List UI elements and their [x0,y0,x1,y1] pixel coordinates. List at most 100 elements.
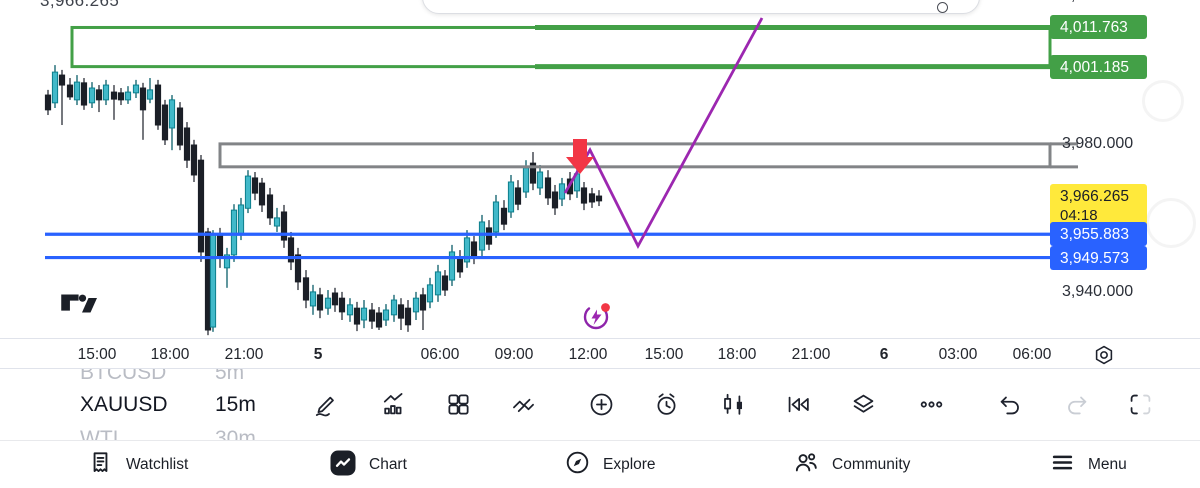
chart-icon [330,450,356,481]
menu-hamburger-icon [1050,450,1075,480]
candle-body [404,307,412,326]
add-object-button[interactable] [580,383,622,425]
candle-body [197,159,205,253]
indicators-button[interactable] [372,383,414,425]
add-object-icon [590,393,612,415]
nav-community[interactable]: Community [793,441,910,488]
interval-label: 30m [215,427,256,440]
flash-spark-icon[interactable] [581,300,613,332]
candle-body [73,81,81,101]
interval-label: 15m [215,393,256,416]
layout-grid-icon [447,393,469,415]
candle-body [316,294,324,311]
redo-button[interactable] [1056,383,1098,425]
chart-canvas[interactable]: 3,966.265 4,020.0003,980.0003,940.0004,0… [0,0,1200,338]
symbol-picker-current[interactable]: XAUUSD 15m [80,393,330,417]
candle-body [110,91,118,100]
candle-body [216,234,224,259]
nav-label: Menu [1088,456,1127,473]
time-axis-label: 15:00 [644,346,684,363]
community-people-icon [793,450,819,480]
chart-type-button[interactable] [712,383,754,425]
candle-body [368,309,376,322]
candle-body [80,82,88,106]
candle-body [507,181,515,213]
floating-handle-lower[interactable] [1146,198,1196,248]
line-tools-icon [512,398,534,412]
candle-body [280,211,288,241]
candle-body [302,277,310,301]
nav-label: Watchlist [126,456,189,473]
draw-button[interactable] [304,383,346,425]
time-axis[interactable]: 15:00 18:00 21:00 5 06:00 09:00 12:00 15:00 18:0… [0,338,1200,369]
candle-body [544,177,552,199]
time-axis-label: 06:00 [420,346,460,363]
axis-settings-gear-icon[interactable] [1092,343,1116,367]
line-tools-button[interactable] [502,383,544,425]
nav-label: Explore [603,456,656,473]
time-axis-label: 18:00 [717,346,757,363]
alert-button[interactable] [645,383,687,425]
time-axis-label: 18:00 [150,346,190,363]
candle-body [58,74,66,86]
candle-body [258,182,266,206]
candle-body [273,217,281,227]
candle-body [441,275,449,291]
object-tree-button[interactable] [842,383,884,425]
nav-chart[interactable]: Chart [330,441,407,488]
nav-watchlist[interactable]: Watchlist [88,441,188,488]
symbol-label: BTCUSD [80,369,167,384]
candle-body [522,167,530,193]
candle-body [478,221,486,251]
nav-explore[interactable]: Explore [565,441,656,488]
candle-body [146,89,154,100]
candle-body [331,292,339,306]
candle-body [434,271,442,296]
candle-body [294,254,302,283]
price-chart[interactable] [0,0,1200,338]
undo-button[interactable] [988,383,1030,425]
candle-body [412,297,420,313]
tradingview-logo [61,294,97,313]
candle-body [536,171,544,189]
candle-body [154,84,162,126]
candle-body [456,257,464,273]
explore-compass-icon [565,450,590,480]
more-icon [920,400,942,408]
candle-body [237,204,245,236]
symbol-picker-next[interactable]: WTI 30m [80,427,330,440]
time-axis-label: 06:00 [1012,346,1052,363]
nav-menu[interactable]: Menu [1050,441,1127,488]
candle-body [419,294,427,311]
top-search-pill[interactable] [422,0,980,14]
bottom-navigation: Watchlist Chart Explore [0,440,1200,488]
chart-toolbar: BTCUSD 5m XAUUSD 15m WTI 30m [0,369,1200,440]
candle-body [514,187,522,205]
candle-body [88,87,96,104]
fullscreen-button[interactable] [1119,383,1161,425]
candle-body [204,231,212,331]
candle-body [287,237,295,263]
alert-icon [657,392,675,415]
candle-body [161,104,169,141]
bar-replay-button[interactable] [777,383,819,425]
candle-body [595,195,603,202]
candle-body [397,304,405,319]
time-axis-label: 5 [313,346,323,363]
floating-handle-upper[interactable] [1142,80,1184,122]
indicators-icon [383,392,402,414]
supply-zone-green [70,25,1052,69]
candle-body [346,304,354,316]
candle-body [558,183,566,200]
more-button[interactable] [910,383,952,425]
candle-body [176,107,184,146]
candle-body [382,309,390,321]
candle-body [338,297,346,313]
candle-body [51,71,59,104]
object-tree-icon [853,394,873,413]
layout-grid-button[interactable] [437,383,479,425]
bar-replay-icon [788,396,809,412]
symbol-picker-prev[interactable]: BTCUSD 5m [80,369,330,385]
candle-body [223,254,231,269]
